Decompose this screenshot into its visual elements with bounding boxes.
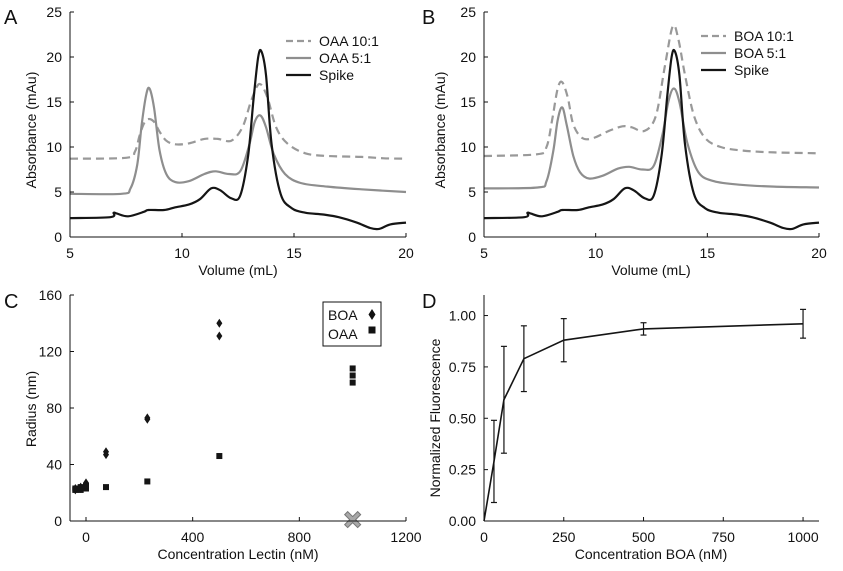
panel-c-axes: 0 400 800 1200 0 40 80 120 160 [39, 287, 422, 545]
oaa-data-point [349, 379, 356, 386]
panel-b-y-tick-label: 10 [460, 139, 476, 155]
panel-a-y-tick-label: 5 [54, 184, 62, 200]
panel-b-series-group [483, 24, 820, 231]
panel-b-ylabel: Absorbance (mAu) [432, 72, 448, 189]
panel-c-y-tick-label: 40 [46, 457, 62, 473]
panel-a-series-group [69, 48, 407, 231]
panel-a-y-tick-label: 25 [46, 4, 62, 20]
legend-label-oaa-10-1: OAA 10:1 [319, 33, 379, 49]
oaa-data-point [144, 478, 151, 485]
x-marker-annotation [343, 510, 362, 529]
panel-d-y-tick-label: 0.25 [449, 462, 476, 478]
legend-label-boa-5-1: BOA 5:1 [734, 45, 786, 61]
panel-a-series-oaa-5-1 [69, 86, 407, 196]
legend-marker-diamond [368, 309, 376, 320]
panel-c-x-tick-label: 0 [82, 529, 90, 545]
oaa-data-point [349, 372, 356, 379]
fluorescence-curve [483, 323, 804, 522]
legend-label-boa-c: BOA [328, 307, 358, 323]
boa-data-point [216, 318, 223, 328]
panel-a-xlabel: Volume (mL) [198, 262, 277, 278]
panel-b-x-tick-label: 15 [700, 245, 716, 261]
panel-b-legend: BOA 10:1 BOA 5:1 Spike [701, 28, 794, 78]
panel-d-y-tick-label: 0.75 [449, 359, 476, 375]
panel-d-axes: 0 250 500 750 1000 0.00 0.25 0.50 0.75 1.00 [449, 295, 819, 545]
panel-d-xlabel: Concentration BOA (nM) [575, 546, 728, 562]
boa-data-point [103, 447, 109, 457]
boa-data-point [216, 331, 223, 341]
oaa-data-point [83, 482, 89, 489]
panel-d-ylabel: Normalized Fluorescence [427, 338, 443, 497]
oaa-data-point [216, 453, 223, 460]
panel-b-x-tick-label: 20 [811, 245, 827, 261]
panel-letter-c: C [4, 291, 18, 313]
panel-a-y-tick-label: 15 [46, 94, 62, 110]
oaa-data-point [103, 484, 109, 491]
legend-label-spike-b: Spike [734, 62, 769, 78]
panel-d-y-tick-label: 0.50 [449, 410, 476, 426]
panel-d-x-tick-label: 500 [632, 529, 656, 545]
legend-label-spike-a: Spike [319, 67, 354, 83]
panel-a-legend: OAA 10:1 OAA 5:1 Spike [286, 33, 379, 83]
panel-c-y-tick-label: 160 [39, 287, 63, 303]
panel-a-series-spike [69, 48, 407, 231]
panel-d-chart: D 0 250 500 750 1000 0.00 0.25 0.50 0.75 1.00 Con… [422, 291, 819, 562]
panel-b-x-tick-label: 10 [588, 245, 604, 261]
oaa-data-point [349, 365, 356, 372]
panel-c-x-tick-label: 1200 [390, 529, 421, 545]
panel-c-x-tick-label: 800 [288, 529, 312, 545]
panel-d-x-tick-label: 250 [552, 529, 576, 545]
panel-d-y-tick-label: 0.00 [449, 513, 476, 529]
panel-c-xlabel: Concentration Lectin (nM) [157, 546, 318, 562]
panel-a-series-oaa-10-1 [69, 82, 407, 160]
panel-d-x-tick-label: 750 [712, 529, 736, 545]
panel-d-x-tick-label: 0 [480, 529, 488, 545]
panel-b-y-tick-label: 0 [468, 229, 476, 245]
panel-b-y-tick-label: 15 [460, 94, 476, 110]
panel-a-x-tick-label: 5 [66, 245, 74, 261]
panel-a-ylabel: Absorbance (mAu) [23, 72, 39, 189]
panel-letter-d: D [422, 291, 436, 313]
panel-b-x-tick-label: 5 [480, 245, 488, 261]
panel-d-y-tick-label: 1.00 [449, 308, 476, 324]
legend-box-c [322, 301, 382, 347]
panel-b-y-tick-label: 20 [460, 49, 476, 65]
panel-a-y-tick-label: 0 [54, 229, 62, 245]
oaa-data-point [72, 485, 79, 492]
legend-marker-square [368, 326, 376, 334]
panel-c-chart: C 0 400 800 1200 0 40 80 120 160 Concentration L… [4, 287, 422, 562]
panel-letter-b: B [422, 7, 435, 29]
panel-b-y-tick-label: 5 [468, 184, 476, 200]
panel-c-x-tick-label: 400 [181, 529, 205, 545]
panel-a-x-tick-label: 10 [174, 245, 190, 261]
panel-c-ylabel: Radius (nm) [23, 371, 39, 447]
panel-letter-a: A [4, 7, 18, 29]
boa-data-point [144, 413, 151, 423]
panel-b-series-spike [483, 48, 820, 231]
panel-a-x-tick-label: 15 [286, 245, 302, 261]
legend-label-oaa-5-1: OAA 5:1 [319, 50, 371, 66]
panel-a-y-tick-label: 10 [46, 139, 62, 155]
legend-label-boa-10-1: BOA 10:1 [734, 28, 794, 44]
panel-b-series-boa-5-1 [483, 87, 820, 190]
panel-b-y-tick-label: 25 [460, 4, 476, 20]
panel-b-xlabel: Volume (mL) [611, 262, 690, 278]
legend-label-oaa-c: OAA [328, 326, 358, 342]
panel-c-series-group [72, 318, 362, 529]
panel-b-series-boa-10-1 [483, 24, 820, 158]
panel-a-x-tick-label: 20 [398, 245, 414, 261]
panel-d-series-group [483, 308, 807, 522]
panel-c-y-tick-label: 80 [46, 400, 62, 416]
panel-a-y-tick-label: 20 [46, 49, 62, 65]
panel-c-y-tick-label: 0 [54, 513, 62, 529]
panel-c-y-tick-label: 120 [39, 344, 63, 360]
oaa-data-point [77, 484, 84, 491]
panel-c-legend: BOA OAA [322, 301, 382, 347]
panel-d-x-tick-label: 1000 [787, 529, 818, 545]
